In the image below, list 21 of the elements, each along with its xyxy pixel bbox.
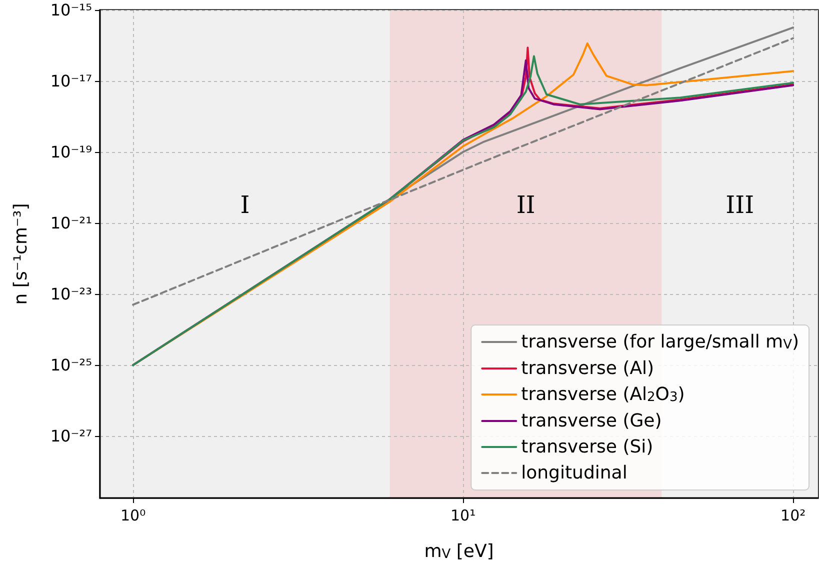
y-tick-label: 10⁻²¹ — [50, 214, 92, 233]
y-tick-label: 10⁻²⁷ — [50, 426, 92, 446]
legend-label: transverse (for large/small mV) — [521, 332, 800, 352]
band-label: II — [516, 191, 536, 220]
band-label: I — [240, 191, 250, 220]
y-tick-label: 10⁻²⁵ — [50, 356, 92, 375]
band-label: III — [726, 191, 754, 220]
x-tick-label: 10⁰ — [120, 506, 146, 524]
y-tick-label: 10⁻¹⁹ — [50, 142, 92, 162]
legend-label: longitudinal — [521, 462, 628, 484]
legend-label: transverse (Ge) — [521, 410, 662, 432]
legend-label: transverse (Al) — [521, 358, 654, 379]
x-tick-label: 10² — [780, 506, 806, 524]
y-tick-label: 10⁻¹⁷ — [50, 72, 92, 91]
y-tick-label: 10⁻¹⁵ — [50, 0, 92, 20]
x-axis-title: mV [eV] — [424, 541, 494, 562]
x-tick-label: 10¹ — [450, 506, 476, 524]
legend-label: transverse (Al2O3) — [521, 384, 685, 405]
y-axis-title: n [s⁻¹cm⁻³] — [10, 203, 32, 305]
y-tick-label: 10⁻²³ — [50, 284, 92, 304]
legend-label: transverse (Si) — [521, 436, 654, 458]
